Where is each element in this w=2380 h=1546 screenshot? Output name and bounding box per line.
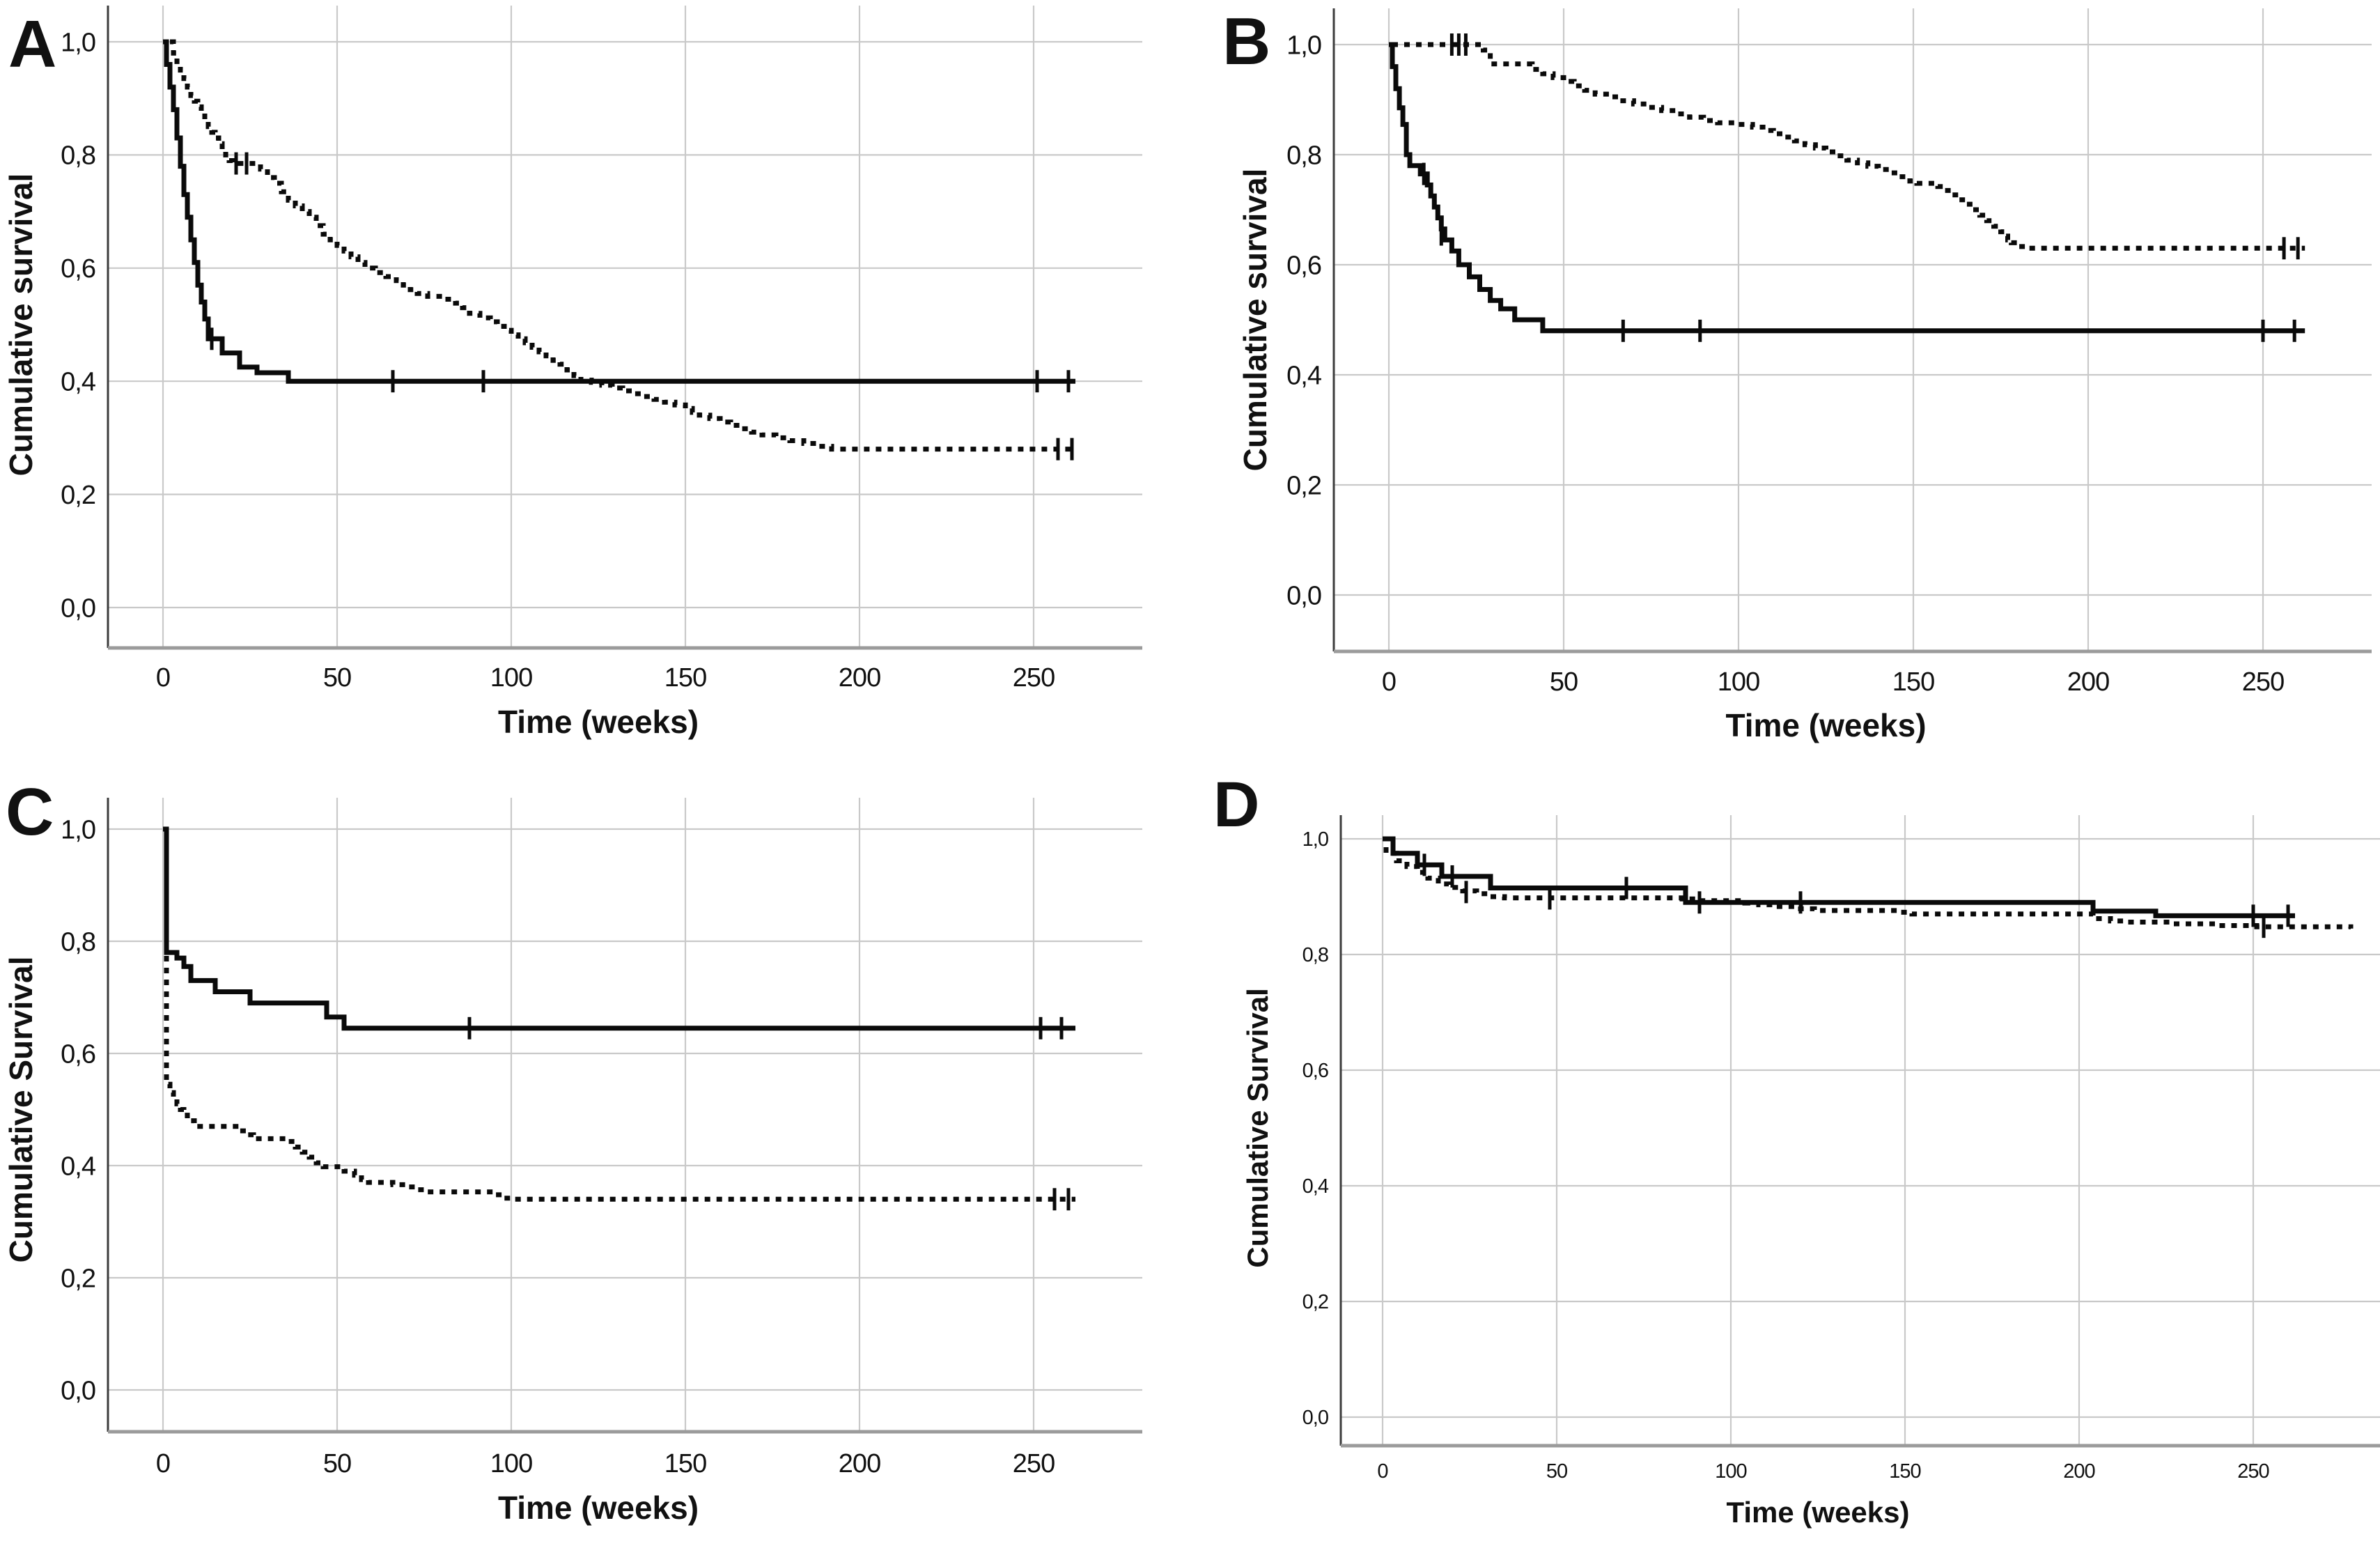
x-tick-label: 200 [2067,667,2109,697]
x-axis-title: Time (weeks) [498,704,699,740]
x-tick-label: 250 [1013,663,1055,693]
y-tick-label: 0,2 [61,1264,95,1293]
panel-a-chart: 1,0 0,8 0,6 0,4 0,2 0,0 0 50 100 150 200 250 Time (w… [0,0,1184,773]
km-plot-svg: 1,0 0,8 0,6 0,4 0,2 0,0 0 50 100 150 200 250 Time (w… [1213,769,2380,1529]
x-tick-label: 150 [664,663,706,693]
y-axis-title: Cumulative survival [3,173,39,477]
y-tick-label: 1,0 [1302,828,1328,851]
y-tick-label: 0,8 [61,927,95,957]
x-tick-label: 200 [839,663,880,693]
x-tick-label: 200 [839,1449,880,1478]
x-axis-title: Time (weeks) [1725,707,1926,743]
y-tick-label: 0,2 [61,481,95,510]
x-tick-label: 0 [1377,1460,1387,1483]
x-axis-title: Time (weeks) [1726,1496,1909,1529]
y-axis-title: Cumulative Survival [1241,988,1274,1267]
panel-letter: D [1213,773,1259,840]
x-tick-label: 50 [1546,1460,1567,1483]
x-tick-label: 250 [2237,1460,2269,1483]
panel-letter: C [6,775,54,849]
km-curve-solid [1383,836,2295,918]
panel-b-chart: 1,0 0,8 0,6 0,4 0,2 0,0 0 50 100 150 200 250 Time (w… [1184,0,2380,773]
y-tick-label: 0,4 [1286,361,1322,390]
panel-letter: A [8,7,56,82]
km-curve-dotted [163,826,1075,1202]
x-tick-label: 0 [156,663,170,693]
km-plot-svg: 1,0 0,8 0,6 0,4 0,2 0,0 0 50 100 150 200 250 Time (w… [1222,4,2372,743]
x-tick-label: 50 [323,663,351,693]
x-tick-label: 150 [664,1449,706,1478]
x-tick-label: 250 [1013,1449,1055,1478]
y-axis-title: Cumulative Survival [3,957,39,1263]
x-tick-label: 150 [1892,667,1934,697]
x-axis-title: Time (weeks) [498,1490,699,1526]
y-tick-label: 0,0 [61,1376,95,1405]
x-tick-label: 50 [1550,667,1578,697]
km-curve-dotted [1383,836,2354,929]
x-tick-label: 0 [1382,667,1396,697]
y-tick-label: 0,4 [1302,1175,1329,1198]
km-curve-dotted [1392,42,2305,251]
km-curve-dotted [170,39,1075,452]
y-tick-label: 0,8 [1286,141,1321,170]
y-tick-label: 0,8 [1302,944,1328,966]
x-tick-label: 250 [2242,667,2284,697]
km-curve-solid [163,39,1075,384]
x-tick-label: 50 [323,1449,351,1478]
y-tick-label: 0,6 [1286,251,1321,280]
y-tick-label: 0,8 [61,141,95,171]
x-tick-label: 150 [1889,1460,1920,1483]
y-axis-title: Cumulative survival [1237,169,1273,472]
y-tick-label: 0,2 [1286,471,1321,500]
panel-letter: B [1222,4,1270,79]
y-tick-label: 1,0 [1286,31,1321,60]
x-tick-label: 100 [490,1449,532,1478]
y-tick-label: 0,0 [61,594,95,623]
x-tick-label: 200 [2063,1460,2094,1483]
y-tick-label: 0,6 [61,254,95,284]
x-tick-label: 100 [1718,667,1759,697]
x-tick-label: 100 [490,663,532,693]
y-tick-label: 0,0 [1286,581,1321,610]
y-tick-label: 0,6 [61,1039,95,1069]
y-tick-label: 1,0 [61,815,95,844]
km-plot-svg: 1,0 0,8 0,6 0,4 0,2 0,0 0 50 100 150 200 250 Time (w… [3,6,1142,740]
y-tick-label: 0,4 [61,1152,96,1181]
km-curve-solid [1389,42,2305,334]
y-tick-label: 0,4 [61,368,96,397]
y-tick-label: 0,0 [1302,1407,1328,1429]
panel-d-chart: 1,0 0,8 0,6 0,4 0,2 0,0 0 50 100 150 200 250 Time (w… [1184,769,2380,1546]
y-tick-label: 1,0 [61,28,95,57]
km-plot-svg: 1,0 0,8 0,6 0,4 0,2 0,0 0 50 100 150 200 250 Time (w… [3,775,1142,1526]
x-tick-label: 100 [1715,1460,1746,1483]
y-tick-label: 0,2 [1302,1291,1328,1313]
y-tick-label: 0,6 [1302,1060,1328,1082]
panel-c-chart: 1,0 0,8 0,6 0,4 0,2 0,0 0 50 100 150 200 250 Time (w… [0,773,1184,1546]
km-curve-solid [163,826,1075,1031]
x-tick-label: 0 [156,1449,170,1478]
